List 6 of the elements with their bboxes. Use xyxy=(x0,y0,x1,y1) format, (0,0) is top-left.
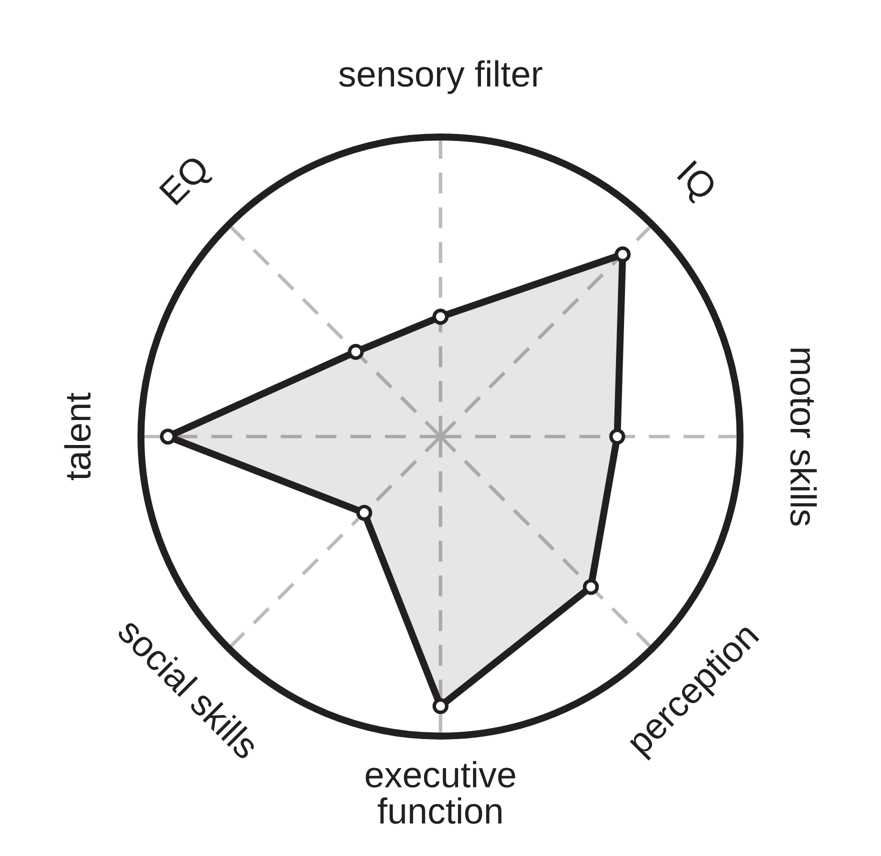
spoke-label: IQ xyxy=(672,160,718,206)
spoke-label: executive function xyxy=(366,761,516,824)
spoke-label: talent xyxy=(64,392,91,480)
spoke-label: EQ xyxy=(158,154,215,210)
spoke-label: motor skills xyxy=(790,348,817,526)
spoke-label: sensory filter xyxy=(339,60,542,94)
